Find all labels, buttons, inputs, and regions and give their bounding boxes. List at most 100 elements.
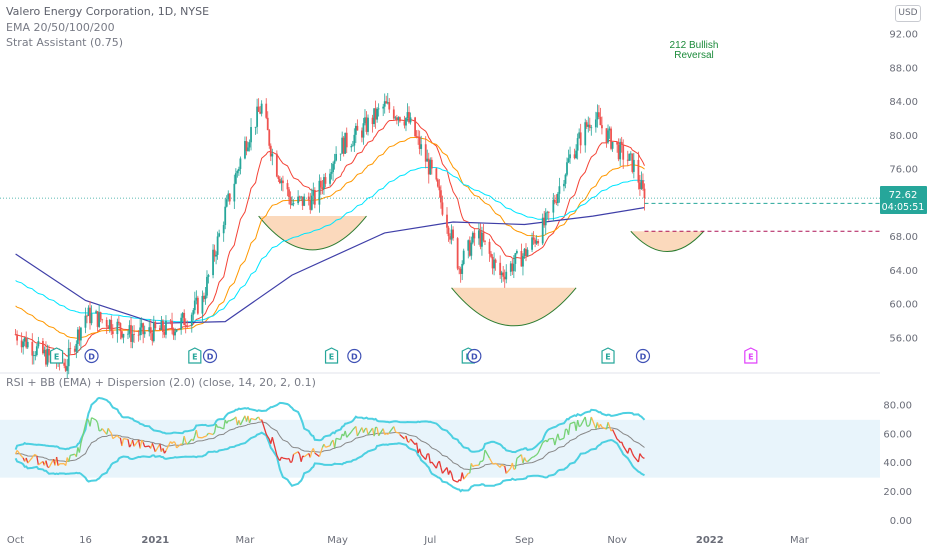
candle-body	[354, 125, 357, 135]
rsi-segment	[429, 461, 433, 464]
rsi-segment	[218, 426, 224, 430]
rsi-segment	[440, 467, 444, 474]
candle-body	[509, 263, 512, 272]
candle-body	[461, 263, 464, 274]
candle-body	[282, 180, 284, 184]
candle-body	[525, 248, 527, 257]
candle-body	[265, 103, 268, 118]
event-marker-d[interactable]: D	[467, 348, 482, 364]
rsi-segment	[333, 438, 337, 449]
candle-body	[271, 153, 274, 157]
rsi-segment	[171, 441, 175, 444]
candle-body	[227, 193, 230, 200]
rsi-segment	[397, 432, 401, 436]
time-axis[interactable]: Oct 16 2021 Mar May Jul Sep Nov 2022 Mar	[7, 535, 810, 546]
candle-body	[610, 128, 612, 149]
candle-body	[459, 268, 462, 274]
rsi-segment	[21, 455, 24, 459]
bowl-3-edge	[630, 230, 705, 253]
candle-body	[186, 325, 189, 327]
rsi-segment	[534, 454, 537, 457]
candle-body	[248, 142, 251, 148]
candle-body	[553, 199, 556, 203]
symbol-title[interactable]: Valero Energy Corporation, 1D, NYSE	[6, 5, 210, 18]
rsi-segment	[492, 463, 495, 465]
event-marker-d[interactable]: D	[202, 348, 218, 364]
rsi-segment	[68, 455, 71, 462]
rsi-segment	[128, 444, 132, 448]
time-tick-2: 2021	[141, 535, 169, 546]
candle-body	[637, 159, 640, 183]
candle-body	[216, 236, 219, 255]
candle-body	[531, 237, 533, 250]
candle-body	[269, 145, 272, 157]
rsi-segment	[446, 467, 450, 475]
rsi-segment	[325, 445, 331, 448]
rsi-segment	[619, 441, 622, 444]
rsi-segment	[435, 462, 439, 469]
rsi-segment	[101, 428, 108, 435]
candle-body	[329, 173, 331, 184]
ema-legend[interactable]: EMA 20/50/100/200	[6, 21, 115, 34]
candle-body	[339, 153, 342, 155]
rsi-segment	[314, 452, 320, 458]
rsi-segment	[493, 462, 496, 465]
event-marker-e[interactable]: E	[744, 347, 758, 364]
candle-body	[556, 193, 559, 204]
rsi-bb-lower	[14, 431, 645, 493]
candle-body	[605, 128, 608, 143]
rsi-segment	[441, 467, 448, 474]
rsi-segment	[70, 453, 75, 456]
rsi-segment	[121, 438, 125, 447]
rsi-lines	[14, 396, 646, 493]
rsi-segment	[340, 433, 343, 440]
candle-body	[89, 307, 91, 324]
event-marker-d[interactable]: D	[347, 348, 362, 364]
candle-body	[642, 180, 644, 189]
event-marker-d[interactable]: D	[635, 348, 651, 364]
candle-body	[482, 232, 485, 241]
candle-body	[403, 121, 406, 126]
candle-body	[67, 348, 70, 367]
candle-body	[426, 158, 429, 162]
rsi-segment	[356, 427, 363, 437]
rsi-segment	[425, 453, 428, 460]
event-markers[interactable]: EDEDEDEDEDE	[49, 347, 758, 364]
candle-body	[151, 333, 154, 342]
event-marker-e[interactable]: E	[324, 347, 339, 364]
event-marker-e[interactable]: E	[188, 347, 202, 364]
rsi-segment	[514, 458, 518, 469]
rsi-segment	[267, 436, 270, 440]
rsi-tick-0: 80.00	[883, 400, 912, 411]
event-marker-e[interactable]: E	[601, 347, 615, 364]
candle-body	[286, 183, 289, 190]
event-marker-e[interactable]: E	[49, 347, 64, 364]
rsi-segment	[631, 453, 635, 457]
rsi-segment	[382, 428, 386, 435]
rsi-legend[interactable]: RSI + BB (EMA) + Dispersion (2.0) (close…	[6, 376, 316, 389]
candle-body	[588, 124, 591, 128]
event-marker-d[interactable]: D	[84, 348, 99, 364]
rsi-segment	[57, 463, 61, 467]
candle-body	[96, 311, 99, 327]
price-tick-1: 88.00	[889, 63, 918, 74]
rsi-segment	[388, 426, 395, 434]
candlesticks	[14, 92, 646, 379]
candle-body	[491, 256, 494, 269]
candle-body	[345, 132, 348, 148]
candle-body	[441, 202, 444, 215]
candle-body	[42, 341, 44, 354]
rsi-segment	[611, 429, 618, 440]
strat-legend[interactable]: Strat Assistant (0.75)	[6, 36, 124, 49]
earnings-badge	[49, 347, 64, 364]
candle-body	[579, 132, 582, 146]
annotation-line-2: Reversal	[674, 50, 713, 61]
currency-button[interactable]: USD	[895, 5, 921, 22]
candle-body	[239, 158, 242, 169]
candle-body	[196, 297, 199, 314]
candle-body	[257, 106, 260, 112]
rsi-segment	[355, 426, 359, 437]
candle-body	[477, 230, 480, 239]
price-axis[interactable]: 92.0088.0084.0080.0076.0072.0068.0064.00…	[883, 30, 918, 527]
